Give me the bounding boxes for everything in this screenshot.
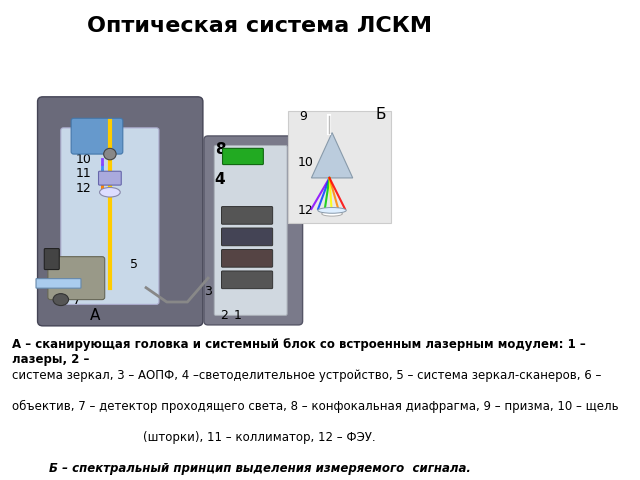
FancyBboxPatch shape (48, 257, 105, 300)
Text: А – сканирующая головка и системный блок со встроенным лазерным модулем: 1 – лаз: А – сканирующая головка и системный блок… (12, 338, 586, 366)
FancyBboxPatch shape (36, 278, 81, 288)
Text: (шторки), 11 – коллиматор, 12 – ФЭУ.: (шторки), 11 – коллиматор, 12 – ФЭУ. (143, 431, 376, 444)
Ellipse shape (53, 294, 68, 306)
Text: 7: 7 (73, 294, 81, 307)
Text: 10: 10 (298, 156, 314, 168)
Ellipse shape (318, 207, 346, 213)
Text: Б: Б (376, 107, 387, 122)
FancyBboxPatch shape (44, 249, 60, 270)
Text: 1: 1 (234, 309, 242, 322)
Ellipse shape (322, 211, 342, 216)
FancyBboxPatch shape (204, 136, 303, 325)
Text: система зеркал, 3 – АОПФ, 4 –светоделительное устройство, 5 – система зеркал-ска: система зеркал, 3 – АОПФ, 4 –светоделите… (12, 369, 601, 382)
FancyBboxPatch shape (221, 228, 273, 246)
FancyBboxPatch shape (221, 250, 273, 267)
Text: 12: 12 (76, 182, 91, 195)
FancyBboxPatch shape (221, 271, 273, 288)
Text: объектив, 7 – детектор проходящего света, 8 – конфокальная диафрагма, 9 – призма: объектив, 7 – детектор проходящего света… (12, 400, 618, 413)
Ellipse shape (100, 188, 120, 197)
Text: 11: 11 (76, 167, 91, 180)
Text: 9: 9 (81, 120, 90, 133)
Circle shape (104, 148, 116, 160)
FancyBboxPatch shape (223, 148, 263, 165)
FancyBboxPatch shape (38, 97, 203, 326)
Text: 10: 10 (76, 153, 91, 166)
Text: Б – спектральный принцип выделения измеряемого  сигнала.: Б – спектральный принцип выделения измер… (49, 462, 470, 475)
Text: 8: 8 (215, 142, 225, 157)
Text: Оптическая система ЛСКМ: Оптическая система ЛСКМ (87, 16, 432, 36)
FancyBboxPatch shape (71, 118, 123, 154)
Polygon shape (312, 132, 353, 178)
FancyBboxPatch shape (214, 145, 287, 315)
Text: 12: 12 (298, 204, 313, 217)
Text: 6: 6 (47, 249, 55, 262)
Text: 4: 4 (215, 172, 225, 187)
FancyBboxPatch shape (221, 206, 273, 224)
Text: 3: 3 (204, 285, 212, 298)
Text: 2: 2 (220, 309, 228, 322)
FancyBboxPatch shape (61, 128, 159, 304)
FancyBboxPatch shape (288, 111, 392, 223)
FancyBboxPatch shape (99, 171, 121, 185)
Text: 9: 9 (300, 110, 307, 123)
Text: А: А (90, 308, 100, 323)
Text: 5: 5 (129, 258, 138, 271)
